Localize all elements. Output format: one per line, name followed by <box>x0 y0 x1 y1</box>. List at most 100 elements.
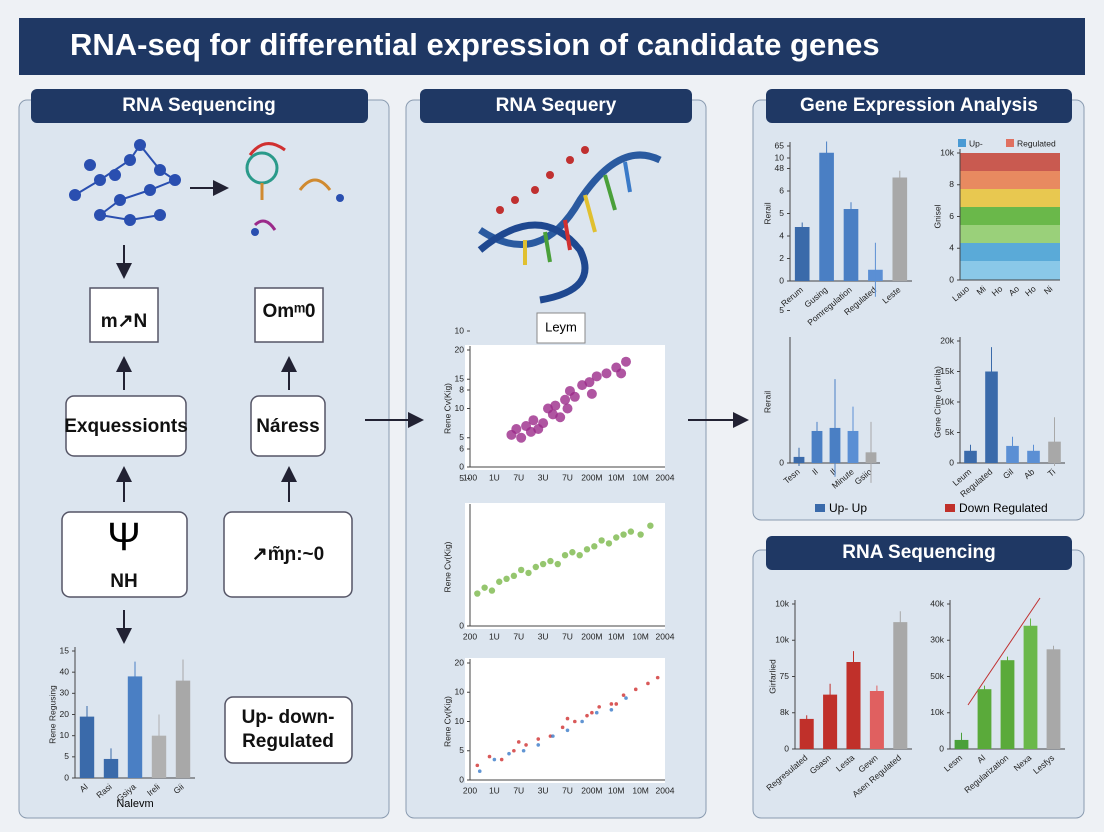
y-tick-label: 4 <box>949 243 954 253</box>
point <box>524 743 528 747</box>
point <box>528 415 539 426</box>
dna-icon <box>477 146 662 304</box>
y-tick-label: 5 <box>64 751 69 761</box>
point <box>510 572 518 580</box>
legend-swatch <box>958 139 966 147</box>
point <box>621 356 631 367</box>
box-label: Exquessionts <box>64 416 188 437</box>
point <box>565 728 570 733</box>
box-label: m↗N <box>101 311 148 332</box>
point <box>503 575 510 582</box>
y-tick-label: 0 <box>459 620 464 630</box>
point <box>536 737 541 741</box>
panel-title: Gene Expression Analysis <box>800 95 1038 116</box>
y-tick-label: 0 <box>459 774 464 784</box>
bar <box>892 177 908 281</box>
point <box>532 563 540 571</box>
panel-header <box>31 89 368 123</box>
x-tick-label: 1U <box>489 631 500 641</box>
x-tick-label: 1U <box>489 785 500 795</box>
y-axis-label: Rene Cv(Kig) <box>442 383 452 434</box>
legend-swatch <box>1006 139 1014 147</box>
y-tick-label: 10 <box>60 730 70 740</box>
x-tick-label: 10M <box>632 631 649 641</box>
y-axis-label: Rene Regusing <box>47 685 57 744</box>
box <box>65 395 187 457</box>
x-tick-label: 3U <box>538 785 549 795</box>
legend-swatch <box>815 504 825 512</box>
y-axis-label: Rene Cv(Kig) <box>442 541 452 592</box>
point <box>562 403 573 414</box>
point <box>585 713 589 718</box>
point <box>560 725 565 730</box>
bar <box>811 430 823 463</box>
y-tick-label: 10k <box>775 598 789 608</box>
point <box>609 702 614 706</box>
bar <box>1023 625 1038 749</box>
plot-bg <box>465 658 665 783</box>
x-tick-label: 10M <box>632 472 649 482</box>
panel-header <box>420 89 692 123</box>
y-tick-label: 30k <box>930 635 944 645</box>
x-tick-label: 3U <box>538 631 549 641</box>
y-tick-label: 5 <box>779 208 784 218</box>
point <box>560 394 571 405</box>
y-axis-label: Girfarlied <box>767 659 777 694</box>
point <box>521 748 526 753</box>
title-bar <box>19 18 1085 75</box>
point <box>647 522 654 529</box>
legend-label: Down Regulated <box>959 501 1048 515</box>
x-tick-label: Il <box>828 467 838 477</box>
point <box>601 368 612 379</box>
x-tick-label: 7U <box>562 472 573 482</box>
box <box>224 696 353 764</box>
legend-label: Up- Up <box>829 501 867 515</box>
y-tick-label: 5 <box>459 432 464 442</box>
y-axis-label: Rerail <box>762 391 772 413</box>
x-tick-label: 1U <box>489 472 500 482</box>
bar <box>823 694 838 749</box>
y-tick-label: 40 <box>60 666 70 676</box>
point <box>474 590 481 597</box>
point <box>590 710 594 715</box>
y-axis-label: Gene Cime (Lerila) <box>932 366 942 438</box>
x-tick-label: 200 <box>463 785 477 795</box>
plot-bg <box>465 503 665 629</box>
bar <box>985 371 998 463</box>
trend-line <box>967 597 1041 706</box>
point <box>637 531 644 538</box>
y-tick-label: 10 <box>455 687 465 697</box>
panel-header <box>766 89 1072 123</box>
y-axis-label: Rerail <box>762 202 772 224</box>
y-tick-label: 4 <box>779 230 784 240</box>
y-tick-label: 0 <box>949 274 954 284</box>
y-tick-label: 0 <box>779 457 784 467</box>
point <box>576 552 583 559</box>
box-label: Náress <box>256 416 319 437</box>
x-axis-label: Nalevm <box>116 798 153 810</box>
point <box>655 675 660 680</box>
y-tick-label: 5k <box>945 427 955 437</box>
x-tick-label: 10M <box>608 631 625 641</box>
y-tick-label: 10 <box>455 325 465 335</box>
y-tick-label: 10 <box>775 152 785 162</box>
y-tick-label: 75 <box>780 671 790 681</box>
y-tick-label: 0 <box>784 743 789 753</box>
box <box>89 287 159 343</box>
point <box>633 687 638 692</box>
point <box>507 751 511 756</box>
y-tick-label: 5 <box>459 745 464 755</box>
point <box>539 560 547 568</box>
bar <box>1000 660 1015 749</box>
point <box>481 584 488 591</box>
bar <box>843 209 859 281</box>
y-tick-label: 8 <box>459 384 464 394</box>
point <box>605 540 613 547</box>
point <box>569 391 580 402</box>
point <box>598 537 605 544</box>
x-tick-label: 2004 <box>656 785 675 795</box>
point <box>616 368 627 379</box>
y-tick-label: 6 <box>459 443 464 453</box>
bar <box>893 622 908 749</box>
